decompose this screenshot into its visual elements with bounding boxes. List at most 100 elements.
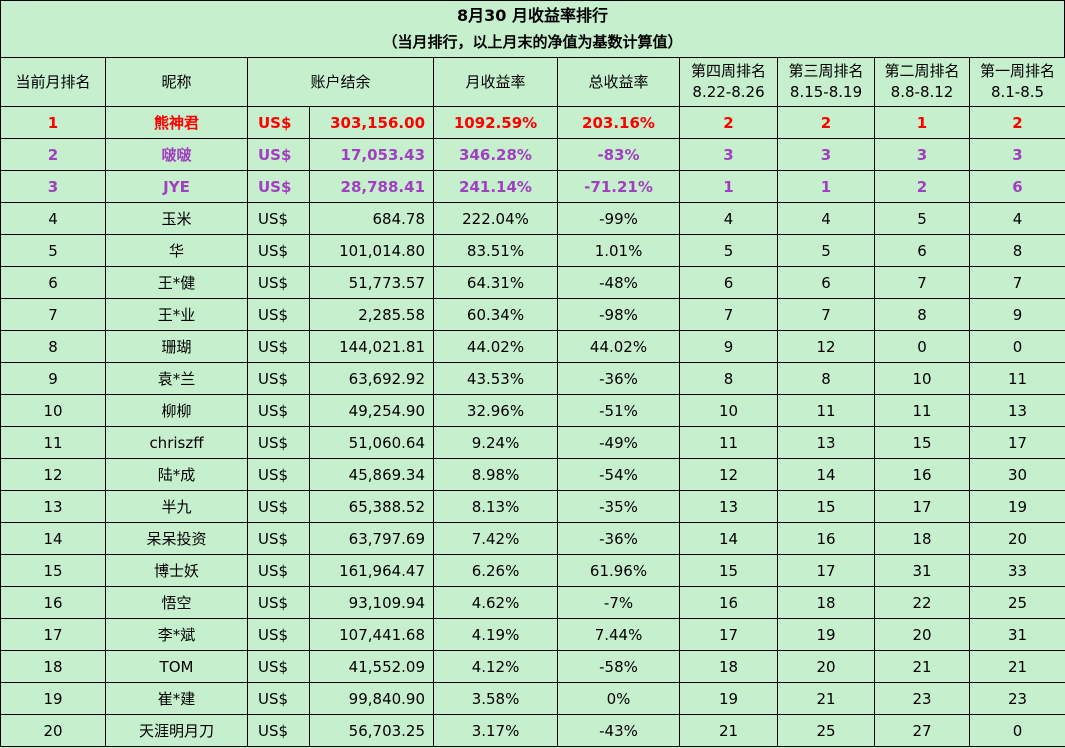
cell-week2-rank: 21 (874, 650, 971, 683)
cell-balance: 51,773.57 (308, 266, 435, 299)
header-balance: 账户结余 (246, 57, 435, 107)
title-line-1: 8月30 月收益率排行 (457, 6, 608, 25)
cell-currency: US$ (247, 298, 310, 331)
cell-currency: US$ (247, 106, 310, 139)
cell-week4-rank: 9 (679, 330, 779, 363)
table-row: 14 呆呆投资 US$ 63,797.69 7.42% -36% 14 16 18 20 (0, 522, 1065, 555)
cell-total-return: -36% (557, 522, 681, 555)
cell-total-return: 61.96% (557, 554, 681, 587)
cell-week1-rank: 7 (969, 266, 1065, 299)
cell-rank: 15 (0, 554, 106, 587)
cell-nickname: chriszff (105, 426, 248, 459)
cell-total-return: 44.02% (557, 330, 681, 363)
cell-week2-rank: 7 (874, 266, 971, 299)
cell-currency: US$ (247, 202, 310, 235)
cell-week2-rank: 22 (874, 586, 971, 619)
cell-week3-rank: 4 (777, 202, 876, 235)
cell-week1-rank: 4 (969, 202, 1065, 235)
cell-nickname: 陆*成 (105, 458, 248, 491)
cell-currency: US$ (247, 362, 310, 395)
cell-rank: 7 (0, 298, 106, 331)
cell-total-return: -7% (557, 586, 681, 619)
cell-week2-rank: 11 (874, 394, 971, 427)
cell-balance: 303,156.00 (308, 106, 435, 139)
cell-balance: 99,840.90 (308, 682, 435, 715)
cell-total-return: 203.16% (557, 106, 681, 139)
table-row: 12 陆*成 US$ 45,869.34 8.98% -54% 12 14 16 30 (0, 458, 1065, 491)
cell-week2-rank: 17 (874, 490, 971, 523)
cell-monthly-return: 60.34% (433, 298, 559, 331)
cell-rank: 17 (0, 618, 106, 651)
cell-currency: US$ (247, 586, 310, 619)
cell-week1-rank: 8 (969, 234, 1065, 267)
cell-week3-rank: 17 (777, 554, 876, 587)
cell-week2-rank: 18 (874, 522, 971, 555)
cell-week3-rank: 8 (777, 362, 876, 395)
cell-week4-rank: 11 (679, 426, 779, 459)
cell-nickname: 袁*兰 (105, 362, 248, 395)
cell-monthly-return: 64.31% (433, 266, 559, 299)
cell-week1-rank: 6 (969, 170, 1065, 203)
cell-monthly-return: 44.02% (433, 330, 559, 363)
cell-balance: 684.78 (308, 202, 435, 235)
cell-week2-rank: 3 (874, 138, 971, 171)
cell-currency: US$ (247, 330, 310, 363)
cell-week4-rank: 7 (679, 298, 779, 331)
cell-balance: 45,869.34 (308, 458, 435, 491)
header-total-return: 总收益率 (557, 57, 681, 107)
cell-rank: 4 (0, 202, 106, 235)
cell-week3-rank: 16 (777, 522, 876, 555)
cell-total-return: 0% (557, 682, 681, 715)
cell-week3-rank: 3 (777, 138, 876, 171)
cell-rank: 3 (0, 170, 106, 203)
header-week2-label: 第二周排名 (884, 62, 960, 80)
cell-monthly-return: 4.62% (433, 586, 559, 619)
cell-currency: US$ (247, 266, 310, 299)
cell-rank: 6 (0, 266, 106, 299)
cell-week2-rank: 1 (874, 106, 971, 139)
sheet-title: 8月30 月收益率排行 （当月排行，以上月末的净值为基数计算值） (0, 0, 1065, 57)
cell-currency: US$ (247, 458, 310, 491)
header-week1: 第一周排名 8.1-8.5 (969, 57, 1065, 107)
cell-week3-rank: 14 (777, 458, 876, 491)
table-row: 8 珊瑚 US$ 144,021.81 44.02% 44.02% 9 12 0 0 (0, 330, 1065, 363)
cell-week4-rank: 8 (679, 362, 779, 395)
cell-week1-rank: 2 (969, 106, 1065, 139)
cell-week1-rank: 30 (969, 458, 1065, 491)
cell-total-return: -98% (557, 298, 681, 331)
cell-rank: 10 (0, 394, 106, 427)
cell-currency: US$ (247, 618, 310, 651)
cell-currency: US$ (247, 682, 310, 715)
cell-balance: 51,060.64 (308, 426, 435, 459)
cell-nickname: JYE (105, 170, 248, 203)
cell-week1-rank: 23 (969, 682, 1065, 715)
cell-week1-rank: 0 (969, 714, 1065, 747)
table-row: 11 chriszff US$ 51,060.64 9.24% -49% 11 13 15 17 (0, 426, 1065, 459)
cell-week4-rank: 17 (679, 618, 779, 651)
cell-week3-rank: 1 (777, 170, 876, 203)
table-row: 7 王*业 US$ 2,285.58 60.34% -98% 7 7 8 9 (0, 298, 1065, 331)
cell-week1-rank: 3 (969, 138, 1065, 171)
cell-week1-rank: 13 (969, 394, 1065, 427)
cell-week2-rank: 15 (874, 426, 971, 459)
cell-week4-rank: 18 (679, 650, 779, 683)
cell-week2-rank: 16 (874, 458, 971, 491)
header-week2: 第二周排名 8.8-8.12 (874, 57, 971, 107)
cell-currency: US$ (247, 426, 310, 459)
cell-balance: 56,703.25 (308, 714, 435, 747)
cell-monthly-return: 83.51% (433, 234, 559, 267)
cell-week4-rank: 14 (679, 522, 779, 555)
table-row: 16 悟空 US$ 93,109.94 4.62% -7% 16 18 22 25 (0, 586, 1065, 619)
cell-nickname: 熊神君 (105, 106, 248, 139)
cell-week1-rank: 17 (969, 426, 1065, 459)
cell-monthly-return: 241.14% (433, 170, 559, 203)
cell-nickname: 玉米 (105, 202, 248, 235)
cell-monthly-return: 7.42% (433, 522, 559, 555)
table-row: 3 JYE US$ 28,788.41 241.14% -71.21% 1 1 2 6 (0, 170, 1065, 203)
table-row: 17 李*斌 US$ 107,441.68 4.19% 7.44% 17 19 20 31 (0, 618, 1065, 651)
cell-week1-rank: 31 (969, 618, 1065, 651)
cell-week2-rank: 27 (874, 714, 971, 747)
cell-nickname: 李*斌 (105, 618, 248, 651)
cell-week3-rank: 20 (777, 650, 876, 683)
cell-week2-rank: 2 (874, 170, 971, 203)
